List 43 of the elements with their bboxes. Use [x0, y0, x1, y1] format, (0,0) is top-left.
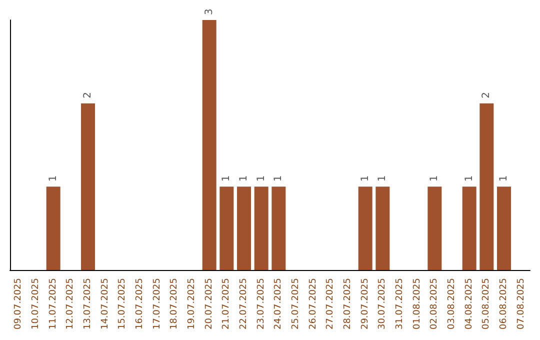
data-label: 1	[464, 175, 475, 182]
x-tick-label: 24.07.2025	[274, 278, 284, 330]
x-tick-label: 16.07.2025	[135, 278, 145, 330]
x-tick-label: 30.07.2025	[378, 278, 388, 330]
x-tick-label: 03.08.2025	[447, 278, 457, 330]
x-tick-label: 18.07.2025	[170, 278, 180, 330]
data-label: 1	[238, 175, 250, 182]
x-tick-label: 07.08.2025	[516, 278, 526, 330]
x-tick-label: 22.07.2025	[239, 278, 249, 330]
data-label: 1	[360, 175, 371, 182]
x-tick-label: 28.07.2025	[343, 278, 353, 330]
data-label: 2	[82, 92, 94, 98]
x-tick-label: 02.08.2025	[430, 278, 440, 330]
x-tick-label: 05.08.2025	[482, 278, 492, 330]
x-tick-label: 01.08.2025	[412, 278, 422, 330]
x-tick-label: 10.07.2025	[31, 278, 41, 330]
x-tick-label: 25.07.2025	[291, 278, 301, 330]
data-label: 2	[481, 92, 492, 98]
x-tick-label: 04.08.2025	[464, 278, 474, 330]
x-tick-label: 23.07.2025	[256, 278, 266, 330]
data-label: 1	[429, 175, 440, 182]
x-tick-label: 09.07.2025	[14, 278, 24, 330]
x-tick-label: 06.08.2025	[499, 278, 509, 330]
x-tick-label: 19.07.2025	[187, 278, 197, 330]
x-tick-label: 12.07.2025	[66, 278, 76, 330]
x-tick-label: 13.07.2025	[83, 278, 93, 330]
x-tick-label: 27.07.2025	[326, 278, 336, 330]
x-tick-label: 29.07.2025	[360, 278, 370, 330]
x-tick-label: 17.07.2025	[152, 278, 162, 330]
data-label: 1	[498, 175, 510, 182]
data-label: 1	[48, 175, 59, 182]
data-label: 1	[256, 175, 267, 182]
x-tick-label: 20.07.2025	[204, 278, 214, 330]
data-label: 3	[204, 8, 215, 15]
x-tick-label: 11.07.2025	[48, 278, 58, 330]
data-label: 1	[377, 175, 388, 182]
x-tick-label: 31.07.2025	[395, 278, 405, 330]
x-tick-label: 15.07.2025	[118, 278, 128, 330]
x-tick-label: 21.07.2025	[222, 278, 232, 330]
x-tick-label: 26.07.2025	[308, 278, 318, 330]
data-label: 1	[273, 175, 284, 182]
x-tick-label: 14.07.2025	[100, 278, 110, 330]
data-label: 1	[221, 175, 232, 182]
